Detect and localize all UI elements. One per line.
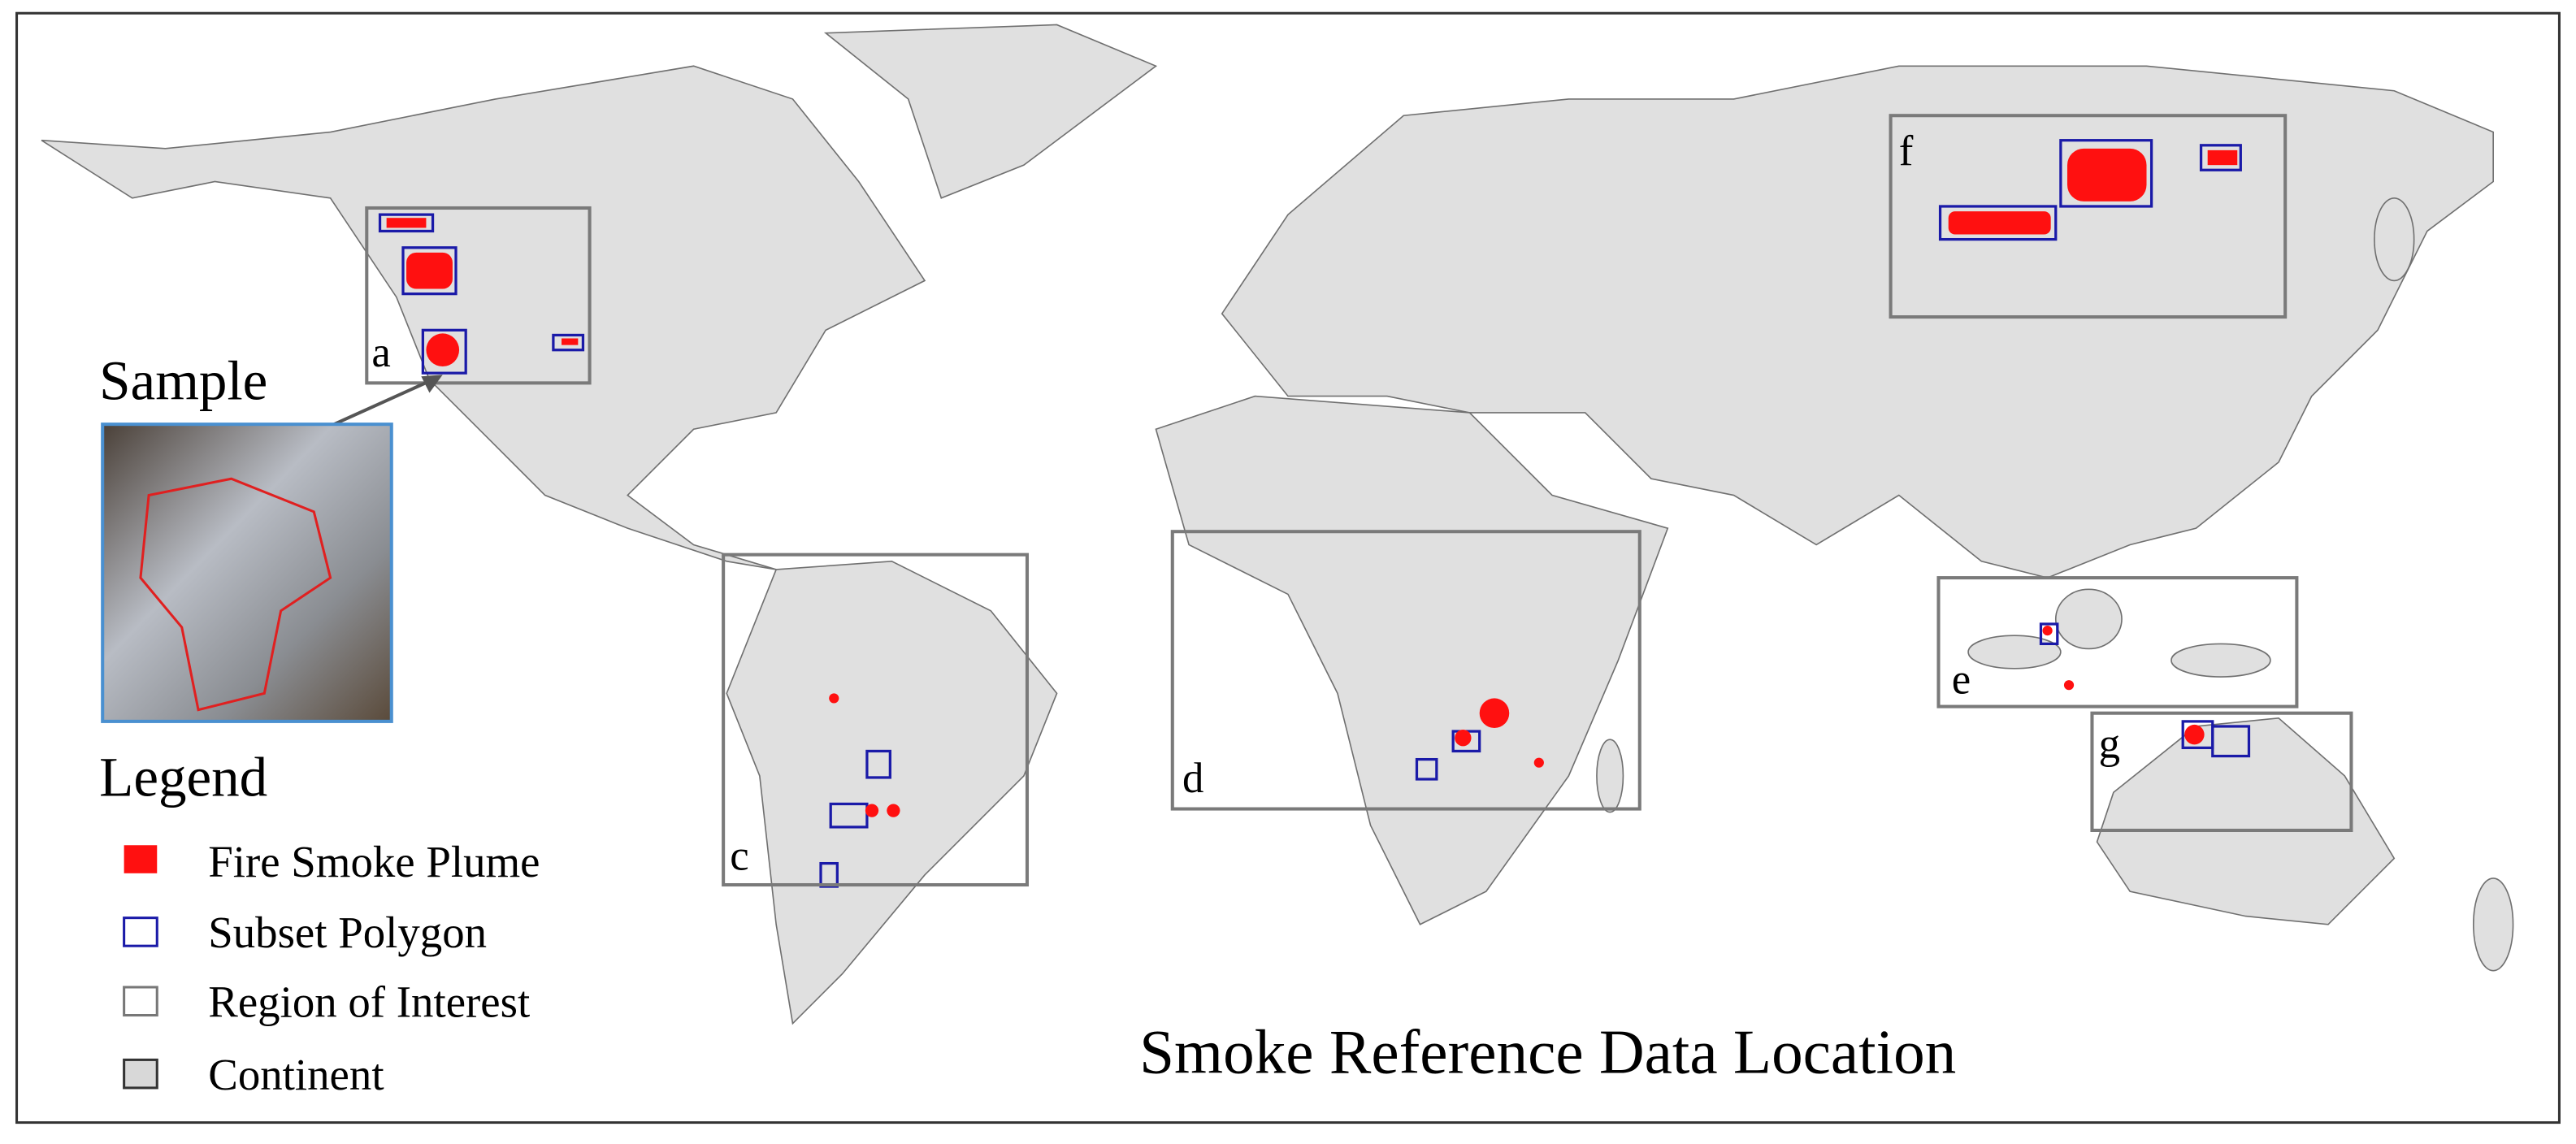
smoke-plumes: [386, 148, 2238, 817]
legend-item: Fire Smoke Plume: [208, 837, 540, 886]
region-label: a: [371, 329, 390, 376]
region-label: d: [1182, 755, 1203, 802]
legend-item: Region of Interest: [208, 977, 530, 1027]
legend-item: Subset Polygon: [208, 908, 487, 957]
legend-item: Continent: [208, 1050, 384, 1099]
region-label: g: [2099, 721, 2120, 768]
continents: [41, 24, 2514, 1025]
sample-label: Sample: [99, 349, 267, 412]
sample-arrow: [329, 378, 434, 428]
region-label: f: [1899, 128, 1914, 175]
legend: Fire Smoke Plume Subset Polygon Region o…: [123, 837, 540, 1099]
arrow-head: [421, 375, 443, 393]
regions-of-interest: [365, 114, 2353, 887]
sample-image: [101, 422, 393, 723]
legend-title: Legend: [99, 745, 267, 808]
subset-polygons: [378, 139, 2251, 888]
map-title: Smoke Reference Data Location: [1139, 1017, 1956, 1087]
region-label: e: [1952, 656, 1971, 703]
region-label: c: [730, 833, 748, 880]
